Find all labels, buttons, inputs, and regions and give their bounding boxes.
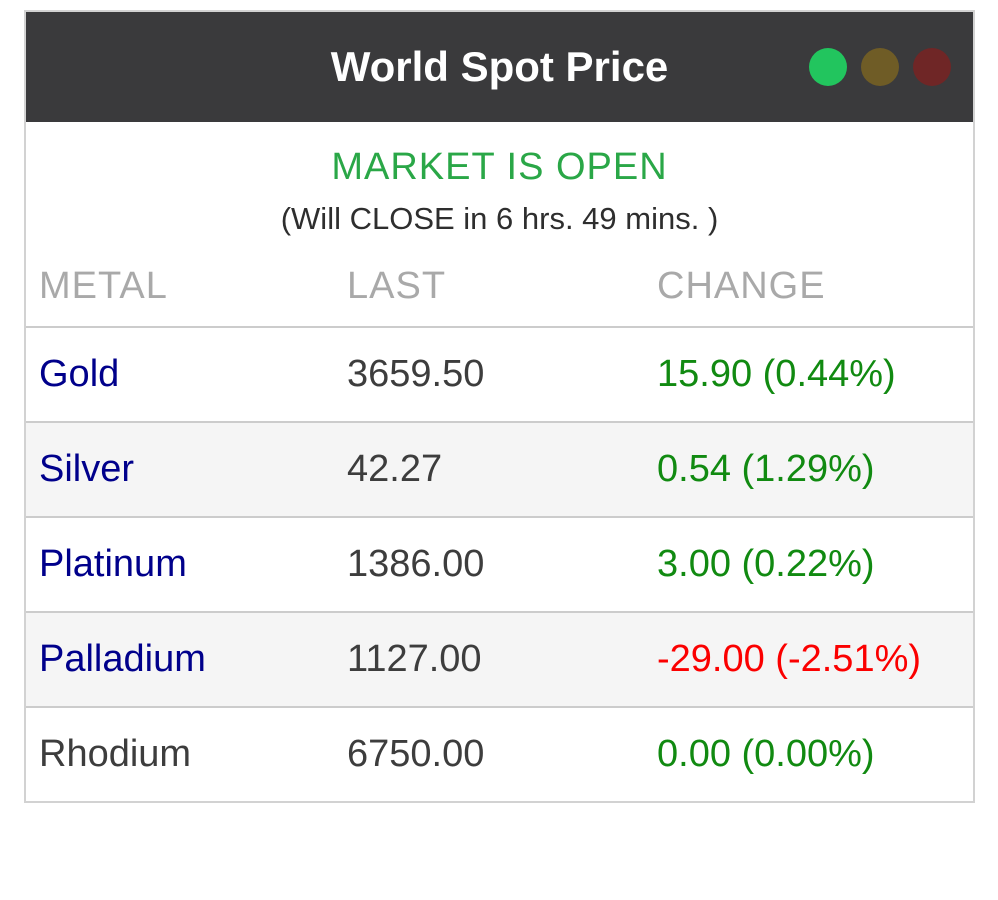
change-value: 0.00 (0.00%)	[657, 706, 973, 801]
last-price-value: 42.27	[347, 421, 657, 517]
metal-link[interactable]: Gold	[39, 353, 120, 395]
last-price-value: 1386.00	[347, 516, 657, 612]
market-status-section: MARKET IS OPEN (Will CLOSE in 6 hrs. 49 …	[26, 122, 973, 239]
table-row: Rhodium 6750.00 0.00 (0.00%)	[26, 706, 973, 801]
table-row: Gold 3659.50 15.90 (0.44%)	[26, 326, 973, 422]
market-open-light-icon	[809, 48, 847, 86]
metal-cell: Gold	[26, 326, 347, 422]
metal-link[interactable]: Platinum	[39, 543, 187, 585]
metal-link[interactable]: Palladium	[39, 638, 206, 680]
spot-table-body: Gold 3659.50 15.90 (0.44%) Silver 42.27 0.54 …	[26, 326, 973, 801]
last-price-value: 6750.00	[347, 706, 657, 801]
table-header-row: METAL LAST CHANGE	[26, 239, 973, 327]
change-value: -29.00 (-2.51%)	[657, 611, 973, 707]
metal-link[interactable]: Silver	[39, 448, 135, 490]
widget-title: World Spot Price	[330, 43, 669, 90]
metal-cell: Palladium	[26, 611, 347, 707]
change-value: 15.90 (0.44%)	[657, 326, 973, 422]
column-header-last: LAST	[347, 265, 447, 307]
market-warning-light-icon	[861, 48, 899, 86]
market-state-text: MARKET IS OPEN	[331, 146, 668, 188]
column-header-metal: METAL	[39, 265, 168, 307]
change-value: 3.00 (0.22%)	[657, 516, 973, 612]
market-status-lights	[809, 48, 951, 86]
metal-cell: Platinum	[26, 516, 347, 612]
market-closed-light-icon	[913, 48, 951, 86]
table-row: Palladium 1127.00 -29.00 (-2.51%)	[26, 611, 973, 707]
spot-price-table: METAL LAST CHANGE Gold 3659.50 15.90 (0.44…	[26, 239, 973, 801]
metal-cell: Silver	[26, 421, 347, 517]
metal-cell: Rhodium	[26, 706, 347, 801]
table-row: Platinum 1386.00 3.00 (0.22%)	[26, 516, 973, 612]
last-price-value: 3659.50	[347, 326, 657, 422]
change-value: 0.54 (1.29%)	[657, 421, 973, 517]
world-spot-price-widget: World Spot Price MARKET IS OPEN (Will CL…	[24, 10, 975, 803]
last-price-value: 1127.00	[347, 611, 657, 707]
table-row: Silver 42.27 0.54 (1.29%)	[26, 421, 973, 517]
metal-label: Rhodium	[39, 733, 192, 775]
market-close-countdown: (Will CLOSE in 6 hrs. 49 mins. )	[280, 201, 719, 236]
widget-titlebar: World Spot Price	[26, 12, 973, 122]
column-header-change: CHANGE	[657, 265, 826, 307]
